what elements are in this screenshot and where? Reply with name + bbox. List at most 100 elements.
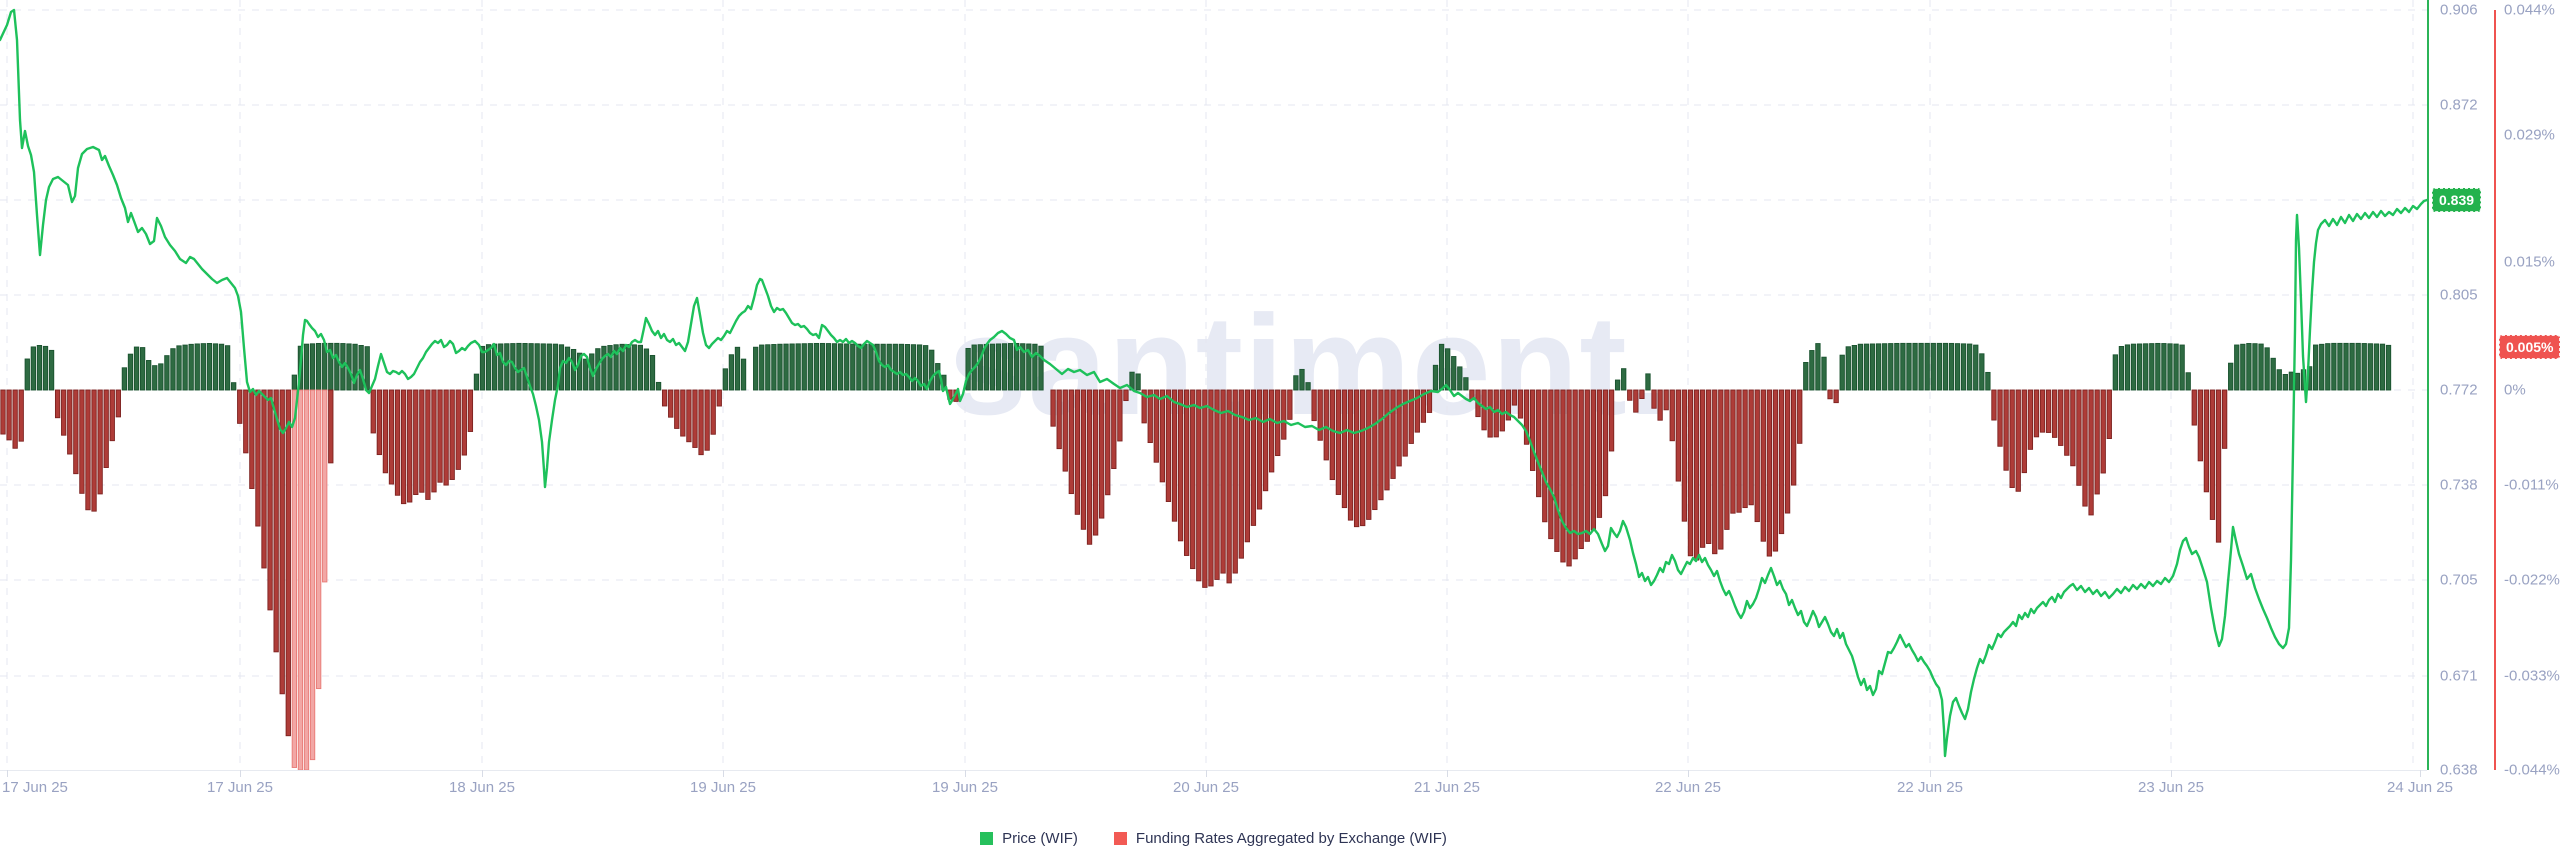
funding-bar-negative	[267, 389, 273, 611]
x-tick-mark	[965, 770, 966, 777]
funding-bar-positive	[146, 360, 152, 391]
funding-bar-negative	[674, 389, 680, 429]
funding-bar-positive	[1020, 343, 1026, 391]
funding-bar-negative	[243, 389, 249, 454]
funding-bar-positive	[303, 343, 310, 391]
legend-item-price[interactable]: Price (WIF)	[980, 830, 1078, 847]
x-tick-label: 23 Jun 25	[2138, 779, 2204, 796]
funding-bar-positive	[2276, 369, 2282, 391]
funding-bar-negative	[322, 389, 328, 583]
funding-bar-positive	[42, 345, 49, 391]
funding-current-badge: 0.005%	[2499, 335, 2560, 359]
funding-bar-positive	[789, 343, 795, 391]
x-tick-label: 19 Jun 25	[690, 779, 756, 796]
funding-bar-negative	[1760, 389, 1766, 542]
funding-bar-positive	[831, 343, 838, 391]
legend-label-price: Price (WIF)	[1002, 830, 1078, 847]
funding-bar-negative	[2039, 389, 2046, 433]
legend-item-funding[interactable]: Funding Rates Aggregated by Exchange (WI…	[1113, 830, 1447, 847]
funding-bar-negative	[1062, 389, 1068, 472]
funding-bar-negative	[1554, 389, 1560, 552]
funding-bar-negative	[1256, 389, 1263, 510]
funding-bar-negative	[1099, 389, 1105, 519]
funding-bar-positive	[473, 373, 480, 391]
funding-bar-positive	[309, 343, 316, 391]
funding-bar-negative	[61, 389, 67, 436]
funding-bar-negative	[1360, 389, 1366, 527]
funding-bar-negative	[1165, 389, 1172, 502]
funding-bar-positive	[2367, 343, 2373, 391]
funding-bar-positive	[795, 343, 801, 391]
funding-bar-negative	[2106, 389, 2112, 439]
legend-label-funding: Funding Rates Aggregated by Exchange (WI…	[1135, 830, 1447, 847]
funding-bar-positive	[825, 343, 832, 391]
funding-bar-negative	[2082, 389, 2088, 507]
funding-bar-negative	[1092, 389, 1099, 536]
funding-bar-negative	[1517, 389, 1524, 419]
funding-bar-negative	[1778, 389, 1785, 535]
funding-bar-positive	[1906, 342, 1912, 391]
funding-bar-positive	[2258, 343, 2264, 391]
funding-bar-positive	[504, 343, 510, 391]
funding-bar-negative	[680, 389, 686, 437]
funding-bar-negative	[1827, 389, 1833, 400]
funding-bar-negative	[1414, 389, 1420, 433]
funding-bar-positive	[194, 343, 200, 391]
funding-bar-positive	[892, 343, 898, 391]
funding-bar-negative	[1202, 389, 1208, 588]
funding-bar-negative	[103, 389, 109, 468]
funding-bar-positive	[1863, 343, 1870, 391]
funding-bar-positive	[176, 345, 182, 391]
x-tick-mark	[1447, 770, 1448, 777]
funding-bar-negative	[1748, 389, 1754, 506]
x-tick-label: 22 Jun 25	[1897, 779, 1963, 796]
funding-bar-negative	[1523, 389, 1530, 445]
funding-bar-negative	[1706, 389, 1712, 544]
funding-bar-positive	[188, 343, 194, 391]
funding-bar-positive	[1973, 344, 1979, 391]
funding-bar-positive	[200, 343, 206, 391]
funding-bar-negative	[1153, 389, 1159, 463]
funding-bar-negative	[291, 389, 298, 768]
funding-bar-negative	[1147, 389, 1153, 444]
funding-bar-negative	[1262, 389, 1269, 492]
funding-bar-negative	[18, 389, 24, 442]
funding-legend-swatch-icon	[1113, 832, 1127, 845]
funding-bar-negative	[1505, 389, 1512, 421]
funding-bar-positive	[929, 349, 935, 391]
funding-bar-positive	[224, 345, 231, 391]
funding-bar-positive	[2161, 343, 2167, 391]
funding-bar-negative	[1548, 389, 1554, 540]
funding-bar-negative	[1372, 389, 1378, 511]
funding-bar-positive	[995, 343, 1002, 391]
funding-bar-positive	[2252, 343, 2258, 391]
plot-svg[interactable]	[0, 0, 2427, 770]
funding-bar-negative	[2015, 389, 2021, 492]
funding-bar-negative	[2058, 389, 2064, 446]
funding-bar-positive	[2143, 343, 2149, 391]
funding-bar-negative	[1627, 389, 1633, 401]
funding-bar-negative	[249, 389, 255, 489]
funding-bar-positive	[1438, 343, 1445, 391]
funding-bar-negative	[1681, 389, 1688, 522]
x-tick-label: 22 Jun 25	[1655, 779, 1721, 796]
plot-area[interactable]: santiment.	[0, 0, 2427, 770]
funding-bar-negative	[1396, 389, 1402, 467]
funding-bar-positive	[2319, 343, 2325, 391]
funding-bar-positive	[759, 344, 765, 391]
funding-bar-negative	[370, 389, 376, 434]
funding-bar-negative	[1566, 389, 1572, 567]
funding-bar-negative	[1323, 389, 1329, 461]
funding-bar-negative	[1687, 389, 1694, 557]
funding-bar-negative	[255, 389, 261, 527]
funding-bar-negative	[115, 389, 121, 418]
funding-bar-positive	[844, 343, 850, 391]
funding-bar-negative	[1068, 389, 1074, 495]
funding-bar-positive	[1451, 356, 1457, 391]
funding-bar-negative	[1718, 389, 1724, 550]
funding-bar-positive	[856, 343, 862, 391]
funding-bar-positive	[170, 348, 176, 391]
funding-tick-label: 0.044%	[2504, 1, 2555, 19]
funding-bar-positive	[801, 343, 807, 391]
funding-bar-positive	[1882, 343, 1888, 391]
